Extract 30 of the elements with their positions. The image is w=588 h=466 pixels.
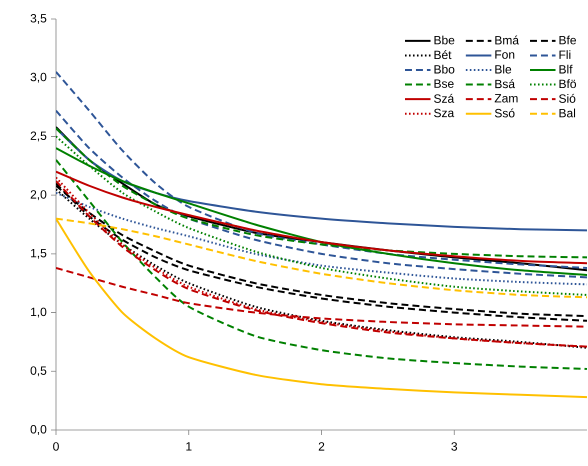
legend-label: Ssó <box>494 108 515 118</box>
legend-label: Bét <box>434 50 452 60</box>
y-tick-label: 2,0 <box>30 190 46 200</box>
legend-label: Bse <box>434 80 454 88</box>
legend-label: Bfö <box>559 79 576 88</box>
y-tick-label: 3,5 <box>30 14 46 24</box>
x-tick-label: 1 <box>186 442 192 450</box>
legend-label: Bfe <box>559 36 576 44</box>
legend-label: Sza <box>434 108 454 118</box>
legend-label: Szá <box>434 94 454 103</box>
x-tick-label: 3 <box>451 442 458 451</box>
y-tick-label: 3,0 <box>30 72 46 83</box>
legend-label: Fon <box>495 50 514 59</box>
legend-label: Ble <box>495 64 512 74</box>
y-tick-label: 0,5 <box>30 366 46 376</box>
legend-label: Fli <box>559 50 570 59</box>
y-tick-label: 1,5 <box>31 248 46 259</box>
y-tick-label: 0,0 <box>30 425 46 435</box>
legend-label: Blf <box>559 64 573 74</box>
x-tick-label: 0 <box>53 442 59 451</box>
legend-label: Sió <box>559 94 576 103</box>
legend-label: Bbe <box>434 36 454 44</box>
y-tick-label: 1,0 <box>31 308 46 318</box>
x-tick-label: 2 <box>318 442 324 451</box>
y-tick-label: 2,5 <box>30 131 46 142</box>
legend-label: Bsá <box>495 79 516 88</box>
legend-label: Zam <box>494 94 518 103</box>
legend-label: Bbo <box>434 64 454 74</box>
legend-label: Bal <box>559 108 576 118</box>
legend-label: Bmá <box>495 36 520 44</box>
